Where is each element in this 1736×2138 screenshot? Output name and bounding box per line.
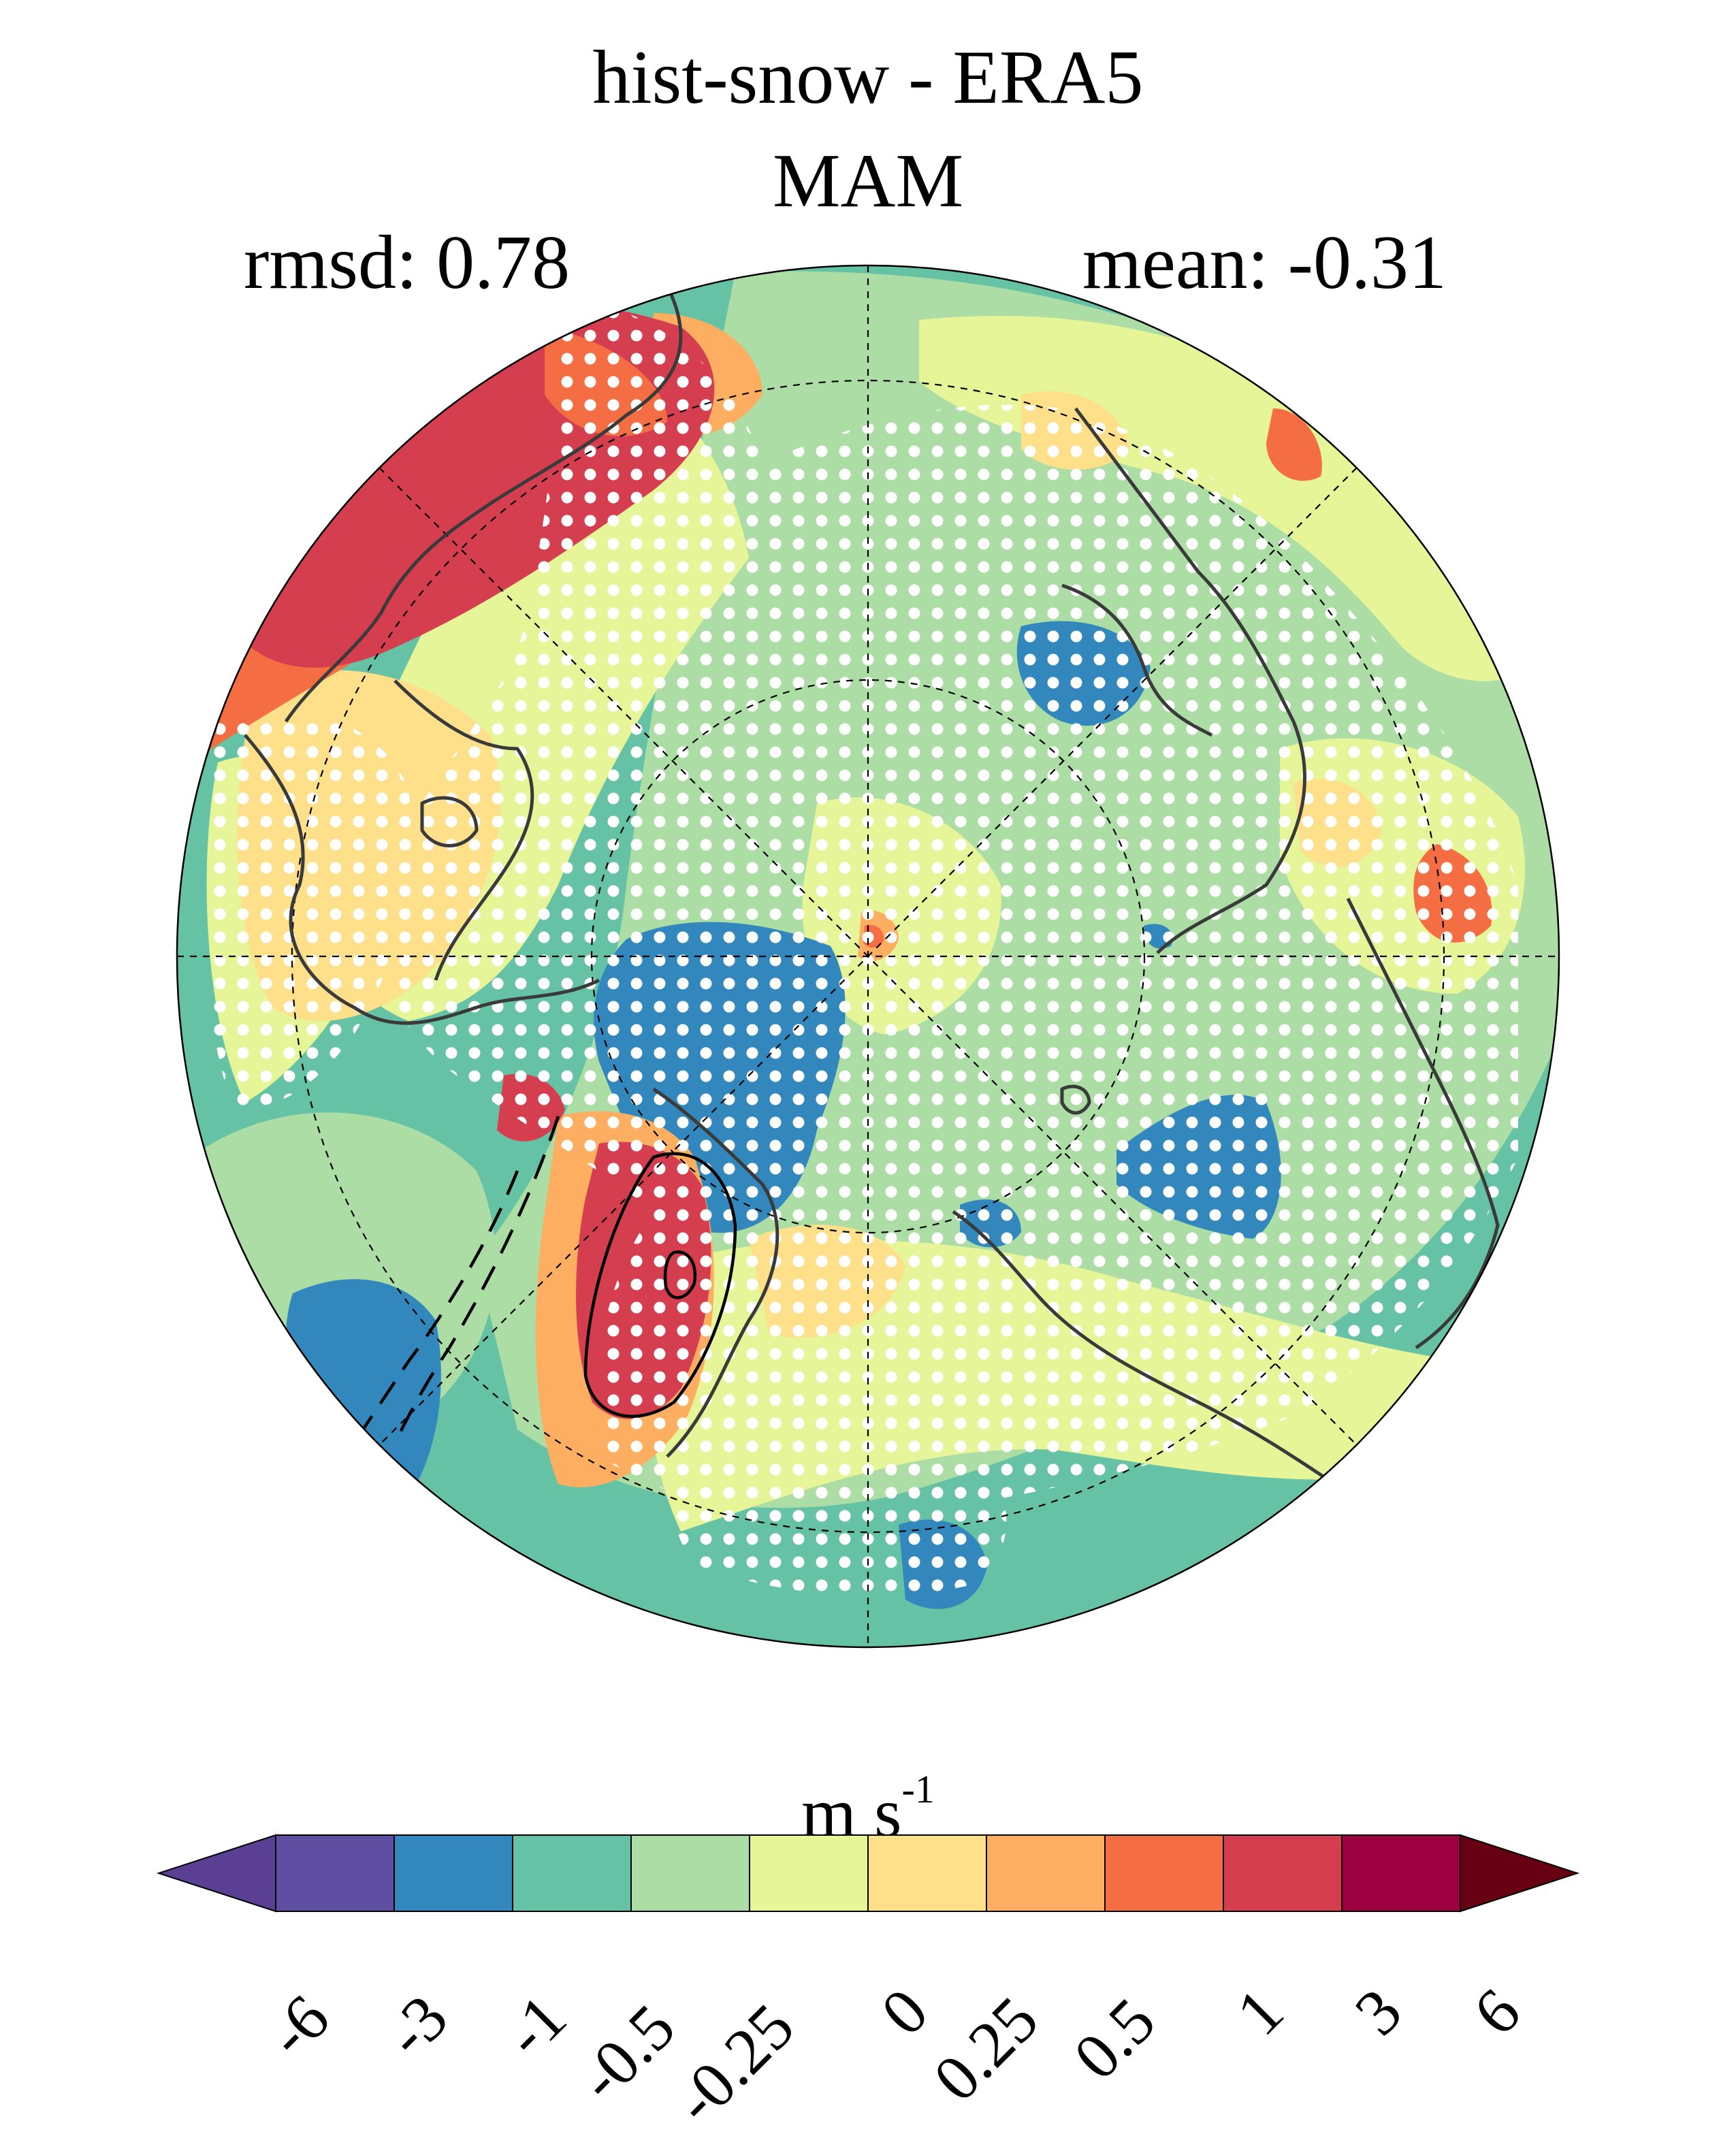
coastline-scandinavia (393, 679, 534, 981)
isoline-solid-inner (663, 1250, 697, 1299)
coastline-europe (244, 734, 600, 1025)
colorbar-box (986, 1834, 1106, 1912)
mean-label: mean: -0.31 (1082, 221, 1447, 305)
colorbar-box (749, 1834, 869, 1912)
stippling-north (379, 293, 1518, 1521)
map-title: hist-snow - ERA5 (592, 35, 1144, 120)
colorbar-box (393, 1834, 513, 1912)
map-boundary (176, 264, 1560, 1649)
colorbar-under-triangle (156, 1834, 276, 1913)
colorbar-box (630, 1834, 750, 1912)
isoline-solid-outer (583, 1152, 737, 1418)
colorbar-box (1341, 1834, 1461, 1912)
coastline-greenland (284, 285, 683, 723)
rmsd-label: rmsd: 0.78 (244, 221, 570, 305)
season-label: MAM (772, 139, 964, 223)
coastline-iceland (420, 796, 479, 847)
meridian-diag-2 (379, 467, 1357, 1446)
graticule (177, 265, 1559, 1647)
colorbar-box (1223, 1834, 1343, 1912)
coastline-asia (1074, 407, 1307, 954)
coastline-east-asia (1346, 897, 1500, 1350)
units-exponent: -1 (901, 1767, 935, 1811)
stippling-europe (204, 711, 413, 1107)
colorbar-box (867, 1834, 987, 1912)
isolines (353, 1116, 737, 1444)
isoline-dashed-1 (393, 1116, 560, 1444)
colorbar-box (275, 1834, 395, 1912)
latitude-circle-outer (291, 379, 1445, 1534)
isoline-dashed-2 (353, 1170, 519, 1444)
coastline-alaska (952, 1210, 1336, 1486)
coastlines (244, 285, 1500, 1486)
coastline-siberia-inner (1061, 583, 1213, 737)
coastline-islands (1060, 1084, 1091, 1115)
stippling-pacific (671, 1453, 1007, 1596)
field-orange-4 (1266, 408, 1322, 481)
colorbar-over-triangle (1460, 1834, 1580, 1913)
coastline-n-america (652, 1087, 779, 1458)
colorbar-box (1104, 1834, 1224, 1912)
colorbar-box (512, 1834, 632, 1912)
